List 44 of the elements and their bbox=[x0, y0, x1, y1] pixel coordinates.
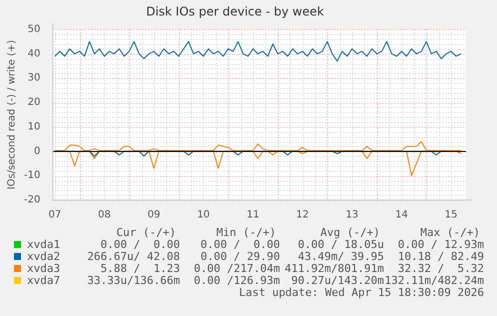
y-tick-label: 40 bbox=[28, 48, 40, 60]
y-tick-label: 50 bbox=[28, 24, 40, 35]
text: Last update: Wed Apr 15 18:30:09 2026 bbox=[238, 286, 484, 299]
y-tick-label: 0 bbox=[34, 146, 40, 157]
text: 0.00 /217.04m bbox=[194, 262, 280, 275]
y-tick-label: -20 bbox=[24, 194, 40, 206]
text: Min (-/+) bbox=[216, 226, 276, 239]
x-tick-label: 07 bbox=[48, 210, 62, 221]
text: Max (-/+) bbox=[420, 226, 480, 239]
x-tick-label: 15 bbox=[444, 210, 458, 221]
x-tick-label: 10 bbox=[197, 210, 210, 221]
legend-label: xvda2 bbox=[27, 250, 60, 263]
text: 33.33u/136.66m bbox=[87, 274, 180, 287]
legend-label: xvda3 bbox=[27, 262, 60, 275]
chart-title: Disk IOs per device - by week bbox=[146, 4, 324, 18]
legend-label: xvda1 bbox=[27, 238, 60, 251]
text: 90.27u/143.20m bbox=[291, 274, 384, 287]
text: Cur (-/+) bbox=[116, 226, 176, 239]
y-tick-label: -10 bbox=[24, 170, 40, 182]
text: 0.00 / 0.00 bbox=[200, 238, 280, 251]
text: 0.00 / 12.93m bbox=[398, 238, 484, 251]
text: 411.92m/801.91m bbox=[284, 262, 384, 275]
y-axis-title: IOs/second read (-) / write (+) bbox=[6, 40, 18, 190]
text: 0.00 / 18.05u bbox=[298, 238, 384, 251]
x-tick-label: 08 bbox=[98, 210, 111, 221]
text: 0.00 / 29.90 bbox=[200, 250, 280, 263]
text: 266.67u/ 42.08 bbox=[87, 250, 180, 263]
y-tick-label: 30 bbox=[28, 72, 40, 84]
text: 10.18 / 82.49 bbox=[398, 250, 484, 263]
text: 0.00 /126.93m bbox=[194, 274, 280, 287]
text: 43.49m/ 39.95 bbox=[298, 250, 384, 263]
x-tick-label: 12 bbox=[296, 210, 309, 221]
legend-label: xvda7 bbox=[27, 274, 60, 287]
x-tick-label: 13 bbox=[346, 210, 358, 221]
y-tick-label: 20 bbox=[28, 97, 40, 108]
text: Avg (-/+) bbox=[320, 226, 380, 239]
y-tick-label: 10 bbox=[28, 121, 40, 132]
x-tick-label: 09 bbox=[148, 210, 160, 221]
text: 5.88 / 1.23 bbox=[100, 262, 180, 275]
x-tick-label: 14 bbox=[395, 210, 408, 221]
text: 132.11m/482.24m bbox=[384, 274, 484, 287]
x-tick-label: 11 bbox=[246, 210, 260, 221]
text: 0.00 / 0.00 bbox=[100, 238, 180, 251]
text: 32.32 / 5.32 bbox=[398, 262, 484, 275]
